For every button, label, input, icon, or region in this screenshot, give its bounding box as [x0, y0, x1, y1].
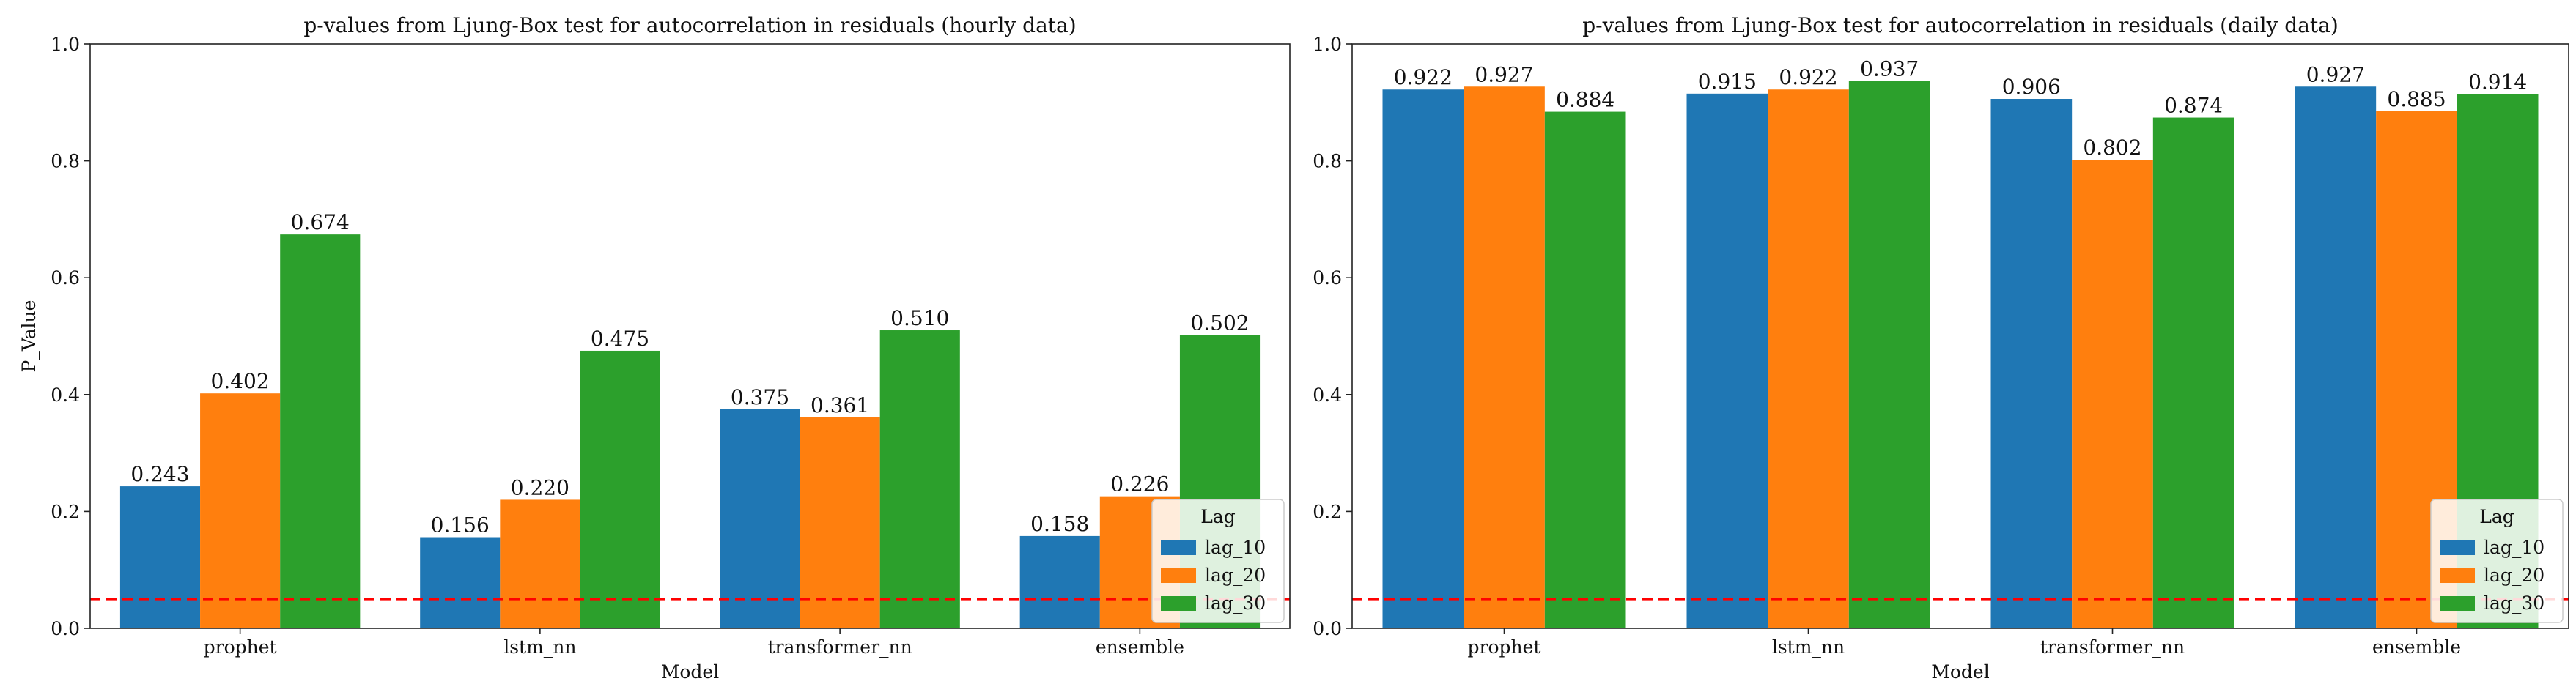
- bar-lag_10-transformer_nn: [1990, 99, 2073, 629]
- legend: Lag lag_10 lag_20 lag_30: [1151, 499, 1285, 623]
- x-tick-label: ensemble: [2372, 636, 2461, 658]
- y-tick-label: 1.0: [1313, 34, 1342, 55]
- bar-value-label: 0.874: [2164, 94, 2223, 118]
- bar-value-label: 0.402: [211, 369, 270, 393]
- x-axis-label: Model: [1931, 661, 1989, 683]
- y-tick-label: 0.6: [51, 267, 80, 289]
- y-tick-label: 0.8: [51, 151, 80, 172]
- bar-lag_30-transformer_nn: [879, 330, 960, 628]
- y-tick-label: 0.4: [51, 384, 80, 406]
- x-tick-label: ensemble: [1096, 636, 1184, 658]
- bar-value-label: 0.906: [2002, 75, 2061, 99]
- chart-title: p-values from Ljung-Box test for autocor…: [303, 13, 1076, 37]
- x-tick-label: transformer_nn: [768, 636, 912, 658]
- bar-lag_30-transformer_nn: [2152, 117, 2234, 629]
- bar-lag_30-lstm_nn: [580, 350, 660, 628]
- legend-entry-label: lag_30: [1205, 592, 1266, 614]
- x-tick-label: lstm_nn: [1772, 636, 1845, 658]
- x-tick-label: prophet: [1468, 636, 1541, 658]
- bar-value-label: 0.922: [1779, 65, 1837, 89]
- bar-value-label: 0.502: [1190, 311, 1249, 335]
- bar-value-label: 0.922: [1394, 65, 1453, 89]
- bar-lag_10-transformer_nn: [720, 409, 800, 628]
- legend-swatch-lag_20: [2440, 568, 2475, 583]
- legend-swatch-lag_20: [1161, 568, 1196, 583]
- bar-value-label: 0.156: [431, 513, 490, 538]
- bar-value-label: 0.220: [511, 475, 569, 499]
- bar-lag_20-transformer_nn: [2072, 160, 2153, 628]
- legend-swatch-lag_10: [1161, 540, 1196, 555]
- legend-entry-label: lag_10: [1205, 537, 1266, 558]
- legend-entry-label: lag_10: [2484, 537, 2544, 558]
- legend-swatch-lag_10: [2440, 540, 2475, 555]
- x-tick-label: lstm_nn: [503, 636, 576, 658]
- y-tick-label: 0.6: [1313, 267, 1342, 289]
- daily-chart-panel: p-values from Ljung-Box test for autocor…: [1313, 13, 2569, 683]
- y-tick-label: 0.0: [51, 618, 80, 639]
- bar-lag_20-lstm_nn: [1768, 89, 1849, 628]
- plot-frame: [89, 43, 1291, 629]
- x-axis-label: Model: [661, 661, 719, 683]
- bar-value-label: 0.927: [1475, 62, 1533, 86]
- bar-value-label: 0.915: [1698, 70, 1757, 94]
- legend-title: Lag: [1200, 506, 1236, 527]
- bar-lag_10-prophet: [1382, 89, 1464, 628]
- bar-lag_30-prophet: [1544, 111, 1626, 628]
- x-tick-label: prophet: [204, 636, 277, 658]
- bar-lag_10-ensemble: [2295, 86, 2377, 628]
- bar-lag_20-prophet: [1464, 86, 1545, 628]
- x-tick-label: transformer_nn: [2040, 636, 2185, 658]
- legend-entry-label: lag_30: [2484, 592, 2544, 614]
- bar-lag_20-transformer_nn: [800, 417, 880, 628]
- y-tick-label: 0.2: [51, 501, 80, 522]
- hourly-chart-panel: p-values from Ljung-Box test for autocor…: [18, 13, 1291, 683]
- bar-lag_10-lstm_nn: [1686, 93, 1768, 628]
- bar-value-label: 0.937: [1860, 56, 1919, 81]
- bar-lag_10-lstm_nn: [420, 537, 501, 628]
- bar-value-label: 0.475: [591, 327, 649, 351]
- legend-box: [1151, 499, 1285, 623]
- bar-value-label: 0.243: [130, 462, 189, 486]
- bar-value-label: 0.914: [2468, 70, 2527, 94]
- bar-lag_20-prophet: [200, 393, 281, 628]
- legend: Lag lag_10 lag_20 lag_30: [2430, 499, 2564, 623]
- legend-swatch-lag_30: [2440, 596, 2475, 611]
- bar-value-label: 0.510: [890, 306, 949, 330]
- y-tick-label: 1.0: [51, 34, 80, 55]
- bar-value-label: 0.884: [1556, 88, 1614, 112]
- legend-entry-label: lag_20: [1205, 565, 1266, 586]
- y-tick-label: 0.2: [1313, 501, 1342, 522]
- bar-value-label: 0.226: [1110, 472, 1169, 497]
- legend-box: [2430, 499, 2564, 623]
- legend-swatch-lag_30: [1161, 596, 1196, 611]
- y-axis-label: P_Value: [18, 300, 40, 373]
- bar-value-label: 0.375: [731, 385, 789, 409]
- y-tick-label: 0.8: [1313, 151, 1342, 172]
- legend-entry-label: lag_20: [2484, 565, 2544, 586]
- bar-value-label: 0.802: [2083, 135, 2141, 160]
- bar-lag_10-prophet: [119, 486, 201, 628]
- bar-value-label: 0.927: [2306, 62, 2365, 86]
- bar-value-label: 0.885: [2387, 87, 2446, 111]
- y-tick-label: 0.0: [1313, 618, 1342, 639]
- bar-lag_10-ensemble: [1019, 535, 1100, 628]
- chart-title: p-values from Ljung-Box test for autocor…: [1582, 13, 2339, 37]
- bar-value-label: 0.158: [1030, 512, 1089, 536]
- bar-value-label: 0.674: [291, 210, 350, 234]
- bar-lag_20-lstm_nn: [500, 499, 580, 628]
- plot-frame: [1351, 43, 2569, 629]
- legend-title: Lag: [2479, 506, 2514, 527]
- y-tick-label: 0.4: [1313, 384, 1342, 406]
- bar-lag_30-prophet: [280, 234, 361, 628]
- bar-value-label: 0.361: [811, 393, 869, 417]
- bar-lag_30-lstm_nn: [1848, 81, 1930, 629]
